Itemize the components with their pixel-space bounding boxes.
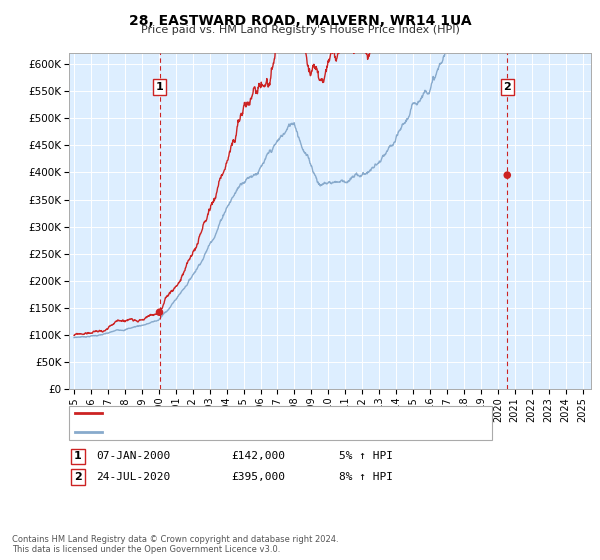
Text: 07-JAN-2000: 07-JAN-2000 (96, 451, 170, 461)
Text: 2: 2 (74, 472, 82, 482)
Text: 24-JUL-2020: 24-JUL-2020 (96, 472, 170, 482)
Text: 28, EASTWARD ROAD, MALVERN, WR14 1UA (detached house): 28, EASTWARD ROAD, MALVERN, WR14 1UA (de… (105, 408, 429, 418)
Text: Contains HM Land Registry data © Crown copyright and database right 2024.
This d: Contains HM Land Registry data © Crown c… (12, 535, 338, 554)
Text: 8% ↑ HPI: 8% ↑ HPI (339, 472, 393, 482)
Text: 28, EASTWARD ROAD, MALVERN, WR14 1UA: 28, EASTWARD ROAD, MALVERN, WR14 1UA (128, 14, 472, 28)
Text: 2: 2 (503, 82, 511, 92)
Text: £395,000: £395,000 (231, 472, 285, 482)
Text: 1: 1 (155, 82, 163, 92)
Point (155, 308, 164, 317)
Text: Price paid vs. HM Land Registry's House Price Index (HPI): Price paid vs. HM Land Registry's House … (140, 25, 460, 35)
Text: 1: 1 (74, 451, 82, 461)
Text: £142,000: £142,000 (231, 451, 285, 461)
Text: 5% ↑ HPI: 5% ↑ HPI (339, 451, 393, 461)
Point (502, 171, 512, 180)
Text: HPI: Average price, detached house, Malvern Hills: HPI: Average price, detached house, Malv… (105, 427, 365, 437)
